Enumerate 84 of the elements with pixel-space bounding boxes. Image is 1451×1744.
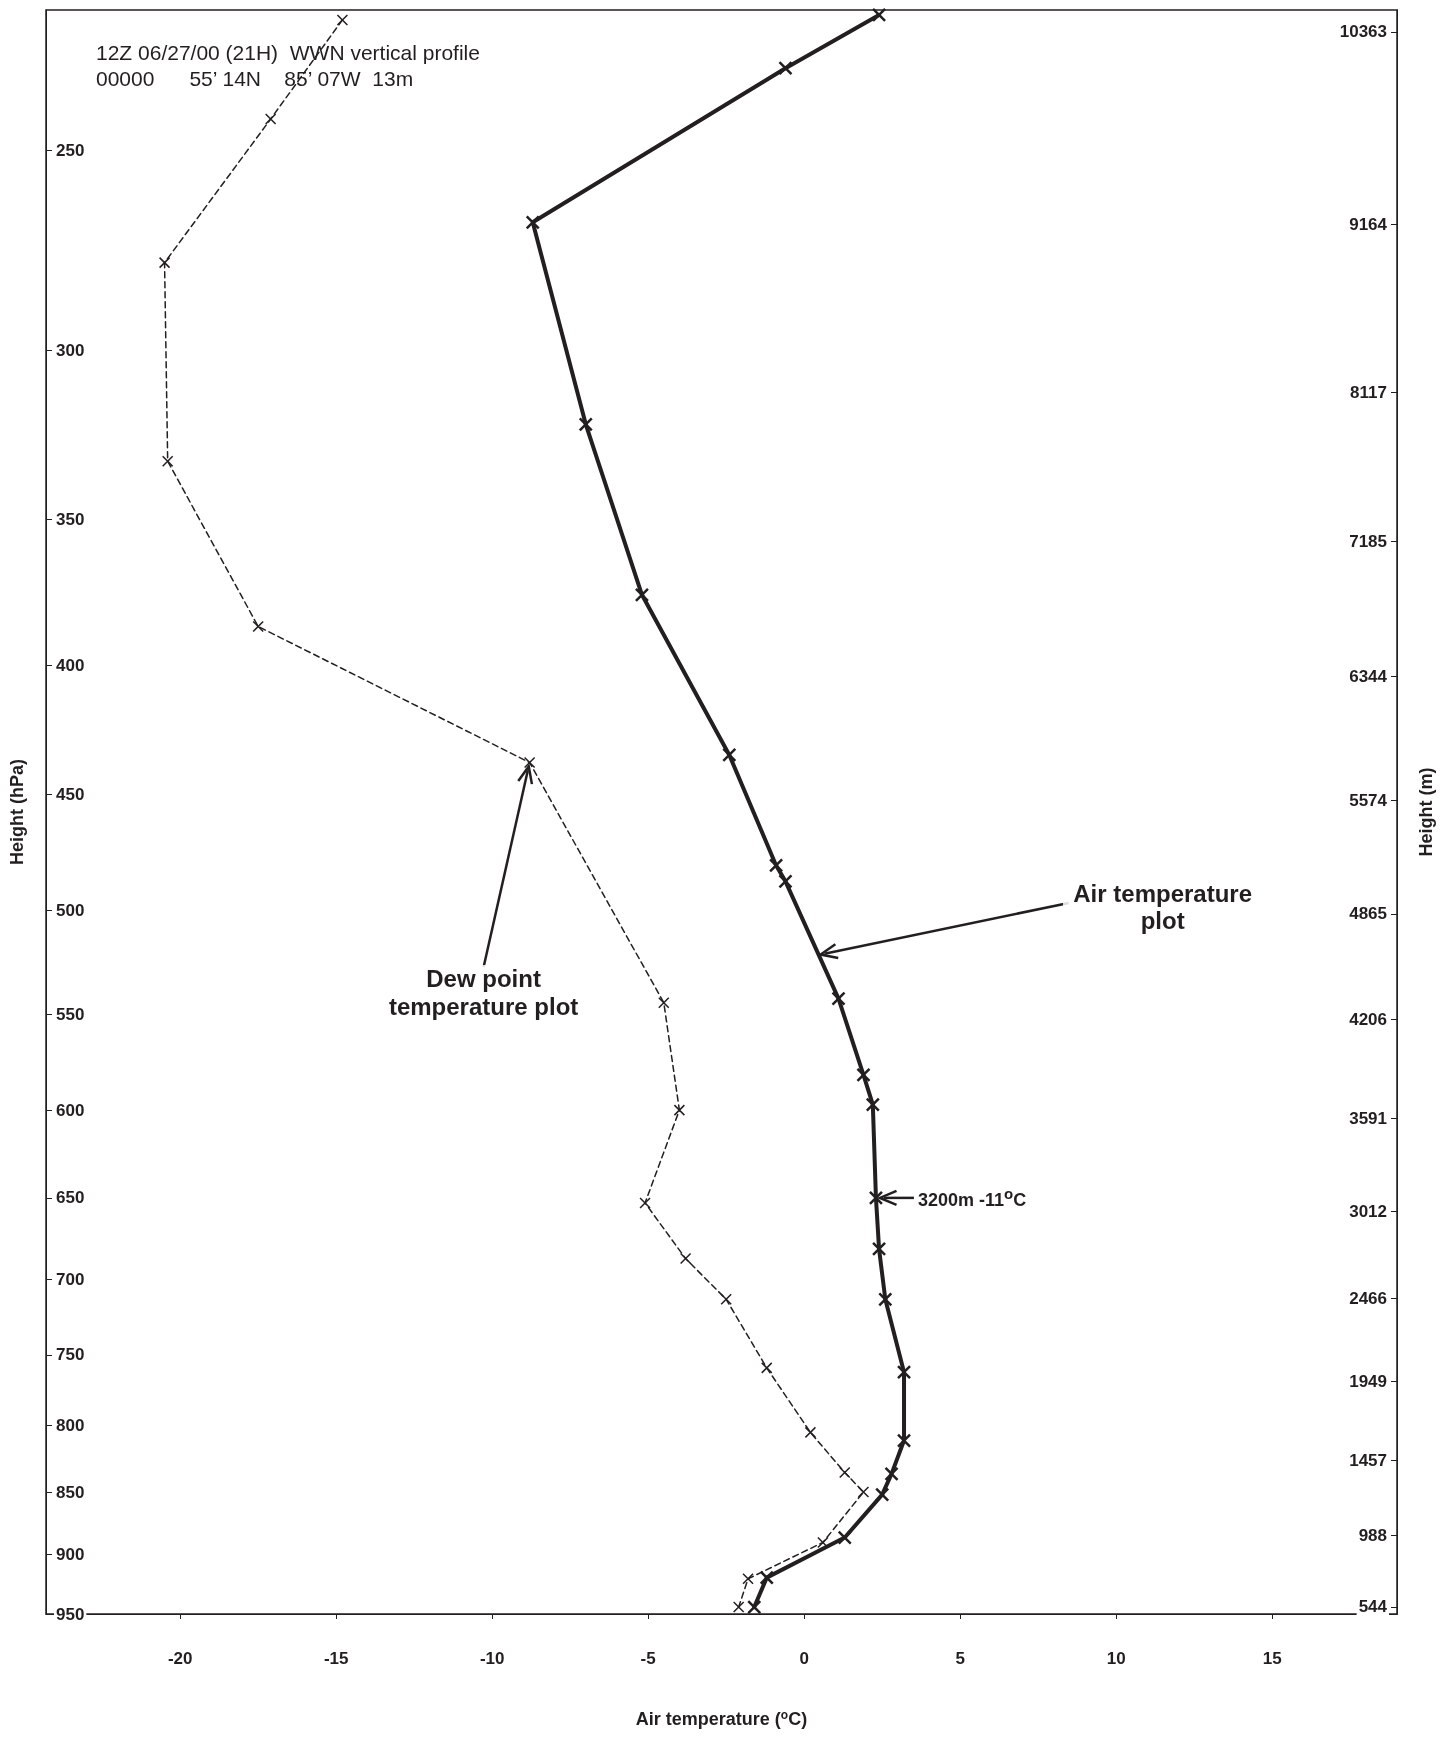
point xyxy=(732,1601,745,1613)
y-tick-label: 850 xyxy=(56,1482,85,1502)
y-tick-label: 750 xyxy=(56,1345,85,1365)
point xyxy=(817,1536,829,1549)
y2-tick-label: 3591 xyxy=(1349,1108,1387,1128)
y-tick-label: 950 xyxy=(56,1604,85,1624)
point xyxy=(884,1466,899,1482)
point xyxy=(158,256,171,269)
y-tick-label: 650 xyxy=(56,1188,85,1208)
y-axis-title: Height (hPa) xyxy=(7,759,27,865)
point xyxy=(523,756,536,769)
y-tick-label: 300 xyxy=(56,340,85,360)
annotation: Air temperature plot xyxy=(1062,879,1263,935)
y-tick-label: 700 xyxy=(56,1269,85,1289)
y2-tick-label: 3012 xyxy=(1349,1201,1387,1221)
x-tick-label: 15 xyxy=(1262,1649,1282,1668)
y-tick-label: 900 xyxy=(56,1545,85,1565)
point xyxy=(252,620,264,633)
point xyxy=(896,1364,912,1380)
point xyxy=(639,1197,651,1209)
x-tick-label: 10 xyxy=(1106,1649,1126,1668)
point xyxy=(578,417,594,432)
point xyxy=(837,1530,852,1545)
point xyxy=(865,1097,881,1112)
point xyxy=(878,1292,893,1307)
point xyxy=(874,1487,890,1502)
y2-axis-title: Height (m) xyxy=(1416,767,1436,857)
point xyxy=(871,1241,887,1257)
point xyxy=(658,996,670,1009)
y2-tick-label: 544 xyxy=(1358,1597,1388,1617)
point xyxy=(778,60,793,76)
y2-tick-label: 8117 xyxy=(1350,382,1387,402)
point xyxy=(679,1252,692,1265)
point xyxy=(525,215,540,230)
y2-tick-label: 4865 xyxy=(1349,904,1387,924)
x-tick-label: 5 xyxy=(955,1649,965,1668)
point xyxy=(673,1104,686,1116)
point xyxy=(720,1293,732,1306)
x-tick-label: -10 xyxy=(479,1649,505,1668)
point xyxy=(760,1362,773,1374)
point xyxy=(868,1190,884,1206)
point xyxy=(742,1573,754,1585)
annotation: Dew point temperature plot xyxy=(388,965,579,1021)
y-tick-label: 250 xyxy=(56,140,85,160)
point xyxy=(778,874,793,889)
y2-tick-label: 1457 xyxy=(1349,1451,1387,1470)
y2-tick-label: 1949 xyxy=(1349,1372,1387,1392)
y2-tick-label: 7185 xyxy=(1349,532,1387,552)
point xyxy=(856,1067,871,1083)
y-tick-label: 600 xyxy=(56,1100,85,1120)
point xyxy=(264,113,277,125)
y2-tick-label: 5574 xyxy=(1349,790,1388,810)
point xyxy=(857,1486,870,1498)
y-tick-label: 400 xyxy=(56,656,85,676)
y2-tick-label: 6344 xyxy=(1349,667,1388,687)
x-tick-label: -15 xyxy=(323,1649,349,1668)
point xyxy=(747,1599,762,1615)
point xyxy=(871,7,887,23)
x-tick-label: -20 xyxy=(167,1649,193,1668)
text: 12Z 06/27/00 (21H) WWN vertical profile xyxy=(96,40,480,66)
point xyxy=(336,14,349,26)
y-tick-label: 350 xyxy=(56,509,85,529)
point xyxy=(838,1466,851,1479)
point xyxy=(896,1433,912,1448)
point xyxy=(759,1570,774,1585)
y-tick-label: 550 xyxy=(56,1005,85,1025)
point xyxy=(161,455,174,467)
y2-tick-label: 4206 xyxy=(1349,1010,1387,1030)
y-tick-label: 800 xyxy=(56,1416,85,1436)
y-tick-label: 450 xyxy=(56,785,85,805)
y2-tick-label: 988 xyxy=(1358,1526,1387,1546)
y-tick-label: 500 xyxy=(56,900,85,920)
x-tick-label: 0 xyxy=(799,1649,809,1668)
y2-tick-label: 10363 xyxy=(1339,22,1387,42)
y2-tick-label: 9164 xyxy=(1349,214,1388,234)
point xyxy=(634,587,650,603)
point xyxy=(722,747,737,763)
x-tick-label: -5 xyxy=(640,1649,656,1668)
point xyxy=(804,1426,817,1439)
annotation: 3200m -11$^{o}$C xyxy=(917,1184,1027,1211)
text: 00000 55’ 14N 85’ 07W 13m xyxy=(96,66,414,92)
point xyxy=(768,858,784,873)
point xyxy=(831,991,846,1006)
y2-tick-label: 2466 xyxy=(1349,1289,1387,1309)
